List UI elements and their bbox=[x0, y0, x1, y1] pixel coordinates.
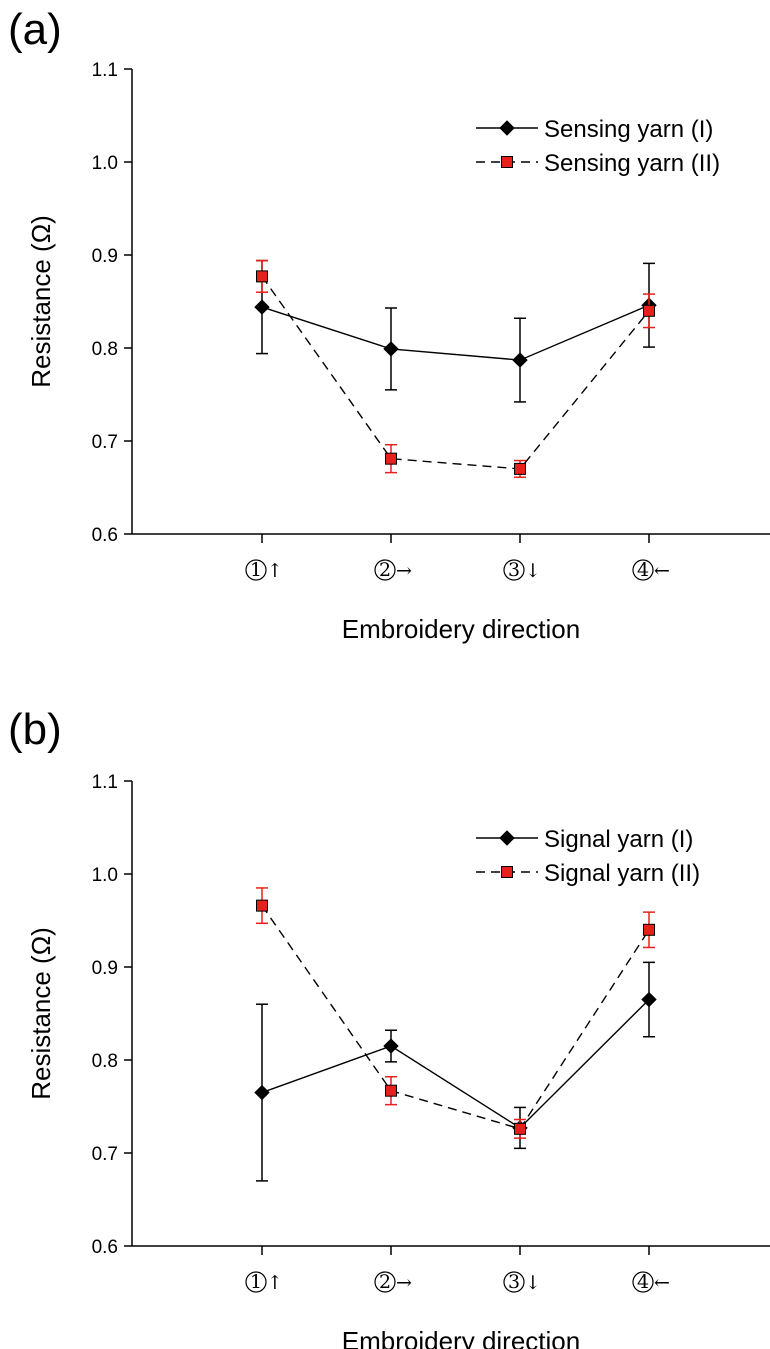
category-number: 1 bbox=[250, 559, 262, 581]
y-axis-title: Resistance (Ω) bbox=[26, 927, 56, 1100]
legend-entry: Sensing yarn (II) bbox=[544, 150, 720, 177]
y-tick-label: 1.0 bbox=[92, 865, 118, 886]
series-line bbox=[261, 275, 650, 470]
x-axis-title: Embroidery direction bbox=[342, 614, 580, 644]
chart-panel-a: (a) 0.6 0.7 0.8 0.9 1.0 1.1 1 ↑ 2 → 3 ↓ 4 ← Embroidery… bbox=[0, 0, 770, 668]
category-arrow: ↓ bbox=[525, 1272, 541, 1294]
data-point bbox=[385, 1084, 397, 1097]
y-axis-title: Resistance (Ω) bbox=[26, 215, 56, 388]
y-tick-label: 0.8 bbox=[92, 339, 118, 360]
data-point bbox=[643, 923, 655, 936]
category-arrow: ↑ bbox=[267, 1272, 283, 1294]
category-number: 2 bbox=[379, 559, 391, 581]
data-point bbox=[514, 1122, 526, 1135]
y-tick-label: 0.9 bbox=[92, 958, 118, 979]
data-point bbox=[512, 352, 528, 368]
data-point bbox=[256, 270, 268, 283]
y-tick-label: 0.9 bbox=[92, 246, 118, 267]
category-circle bbox=[503, 559, 525, 581]
category-circle bbox=[374, 559, 396, 581]
data-point bbox=[256, 899, 268, 912]
y-tick-label: 0.7 bbox=[92, 432, 118, 453]
category-circle bbox=[632, 1271, 654, 1293]
category-number: 4 bbox=[637, 1271, 649, 1293]
category-circle bbox=[245, 1271, 267, 1293]
legend-entry: Signal yarn (I) bbox=[544, 826, 693, 853]
data-point bbox=[385, 452, 397, 465]
category-arrow: ← bbox=[654, 560, 670, 582]
panel-label: (a) bbox=[8, 5, 62, 54]
series-line bbox=[261, 999, 650, 1129]
category-number: 4 bbox=[637, 559, 649, 581]
legend-marker bbox=[499, 830, 515, 846]
category-number: 2 bbox=[379, 1271, 391, 1293]
category-circle bbox=[503, 1271, 525, 1293]
x-axis-title: Embroidery direction bbox=[342, 1326, 580, 1349]
y-tick-label: 0.8 bbox=[92, 1051, 118, 1072]
y-tick-label: 1.1 bbox=[92, 772, 118, 793]
y-tick-label: 0.6 bbox=[92, 525, 118, 546]
y-tick-label: 0.7 bbox=[92, 1144, 118, 1165]
data-point bbox=[254, 1084, 270, 1101]
y-tick-label: 1.1 bbox=[92, 60, 118, 81]
data-point bbox=[514, 462, 526, 475]
category-arrow: ↓ bbox=[525, 560, 541, 582]
legend-marker bbox=[501, 866, 513, 878]
category-circle bbox=[632, 559, 654, 581]
y-tick-label: 1.0 bbox=[92, 153, 118, 174]
data-point bbox=[254, 299, 270, 315]
panel-label: (b) bbox=[8, 705, 62, 754]
legend-entry: Signal yarn (II) bbox=[544, 860, 700, 887]
data-point bbox=[383, 1038, 399, 1054]
data-point bbox=[383, 341, 399, 357]
category-circle bbox=[245, 559, 267, 581]
category-arrow: ↑ bbox=[267, 560, 283, 582]
chart-panel-b: (b) 0.6 0.7 0.8 0.9 1.0 1.1 1 ↑ 2 → 3 ↓ 4 ← Embroidery… bbox=[0, 668, 770, 1349]
category-arrow: → bbox=[396, 1272, 412, 1294]
chart-a: 0.6 0.7 0.8 0.9 1.0 1.1 1 ↑ 2 → 3 ↓ 4 ← Embroidery dir… bbox=[26, 60, 770, 644]
category-number: 3 bbox=[508, 559, 520, 581]
y-tick-label: 0.6 bbox=[92, 1237, 118, 1258]
data-point bbox=[643, 304, 655, 317]
legend-marker bbox=[499, 120, 515, 136]
series-line bbox=[261, 304, 650, 361]
series-line bbox=[261, 905, 650, 1130]
legend-marker bbox=[501, 156, 513, 168]
chart-b: 0.6 0.7 0.8 0.9 1.0 1.1 1 ↑ 2 → 3 ↓ 4 ← Embroidery dir… bbox=[26, 772, 770, 1349]
legend-entry: Sensing yarn (I) bbox=[544, 116, 713, 143]
category-number: 3 bbox=[508, 1271, 520, 1293]
category-circle bbox=[374, 1271, 396, 1293]
data-point bbox=[641, 991, 657, 1008]
category-number: 1 bbox=[250, 1271, 262, 1293]
category-arrow: → bbox=[396, 560, 412, 582]
category-arrow: ← bbox=[654, 1272, 670, 1294]
